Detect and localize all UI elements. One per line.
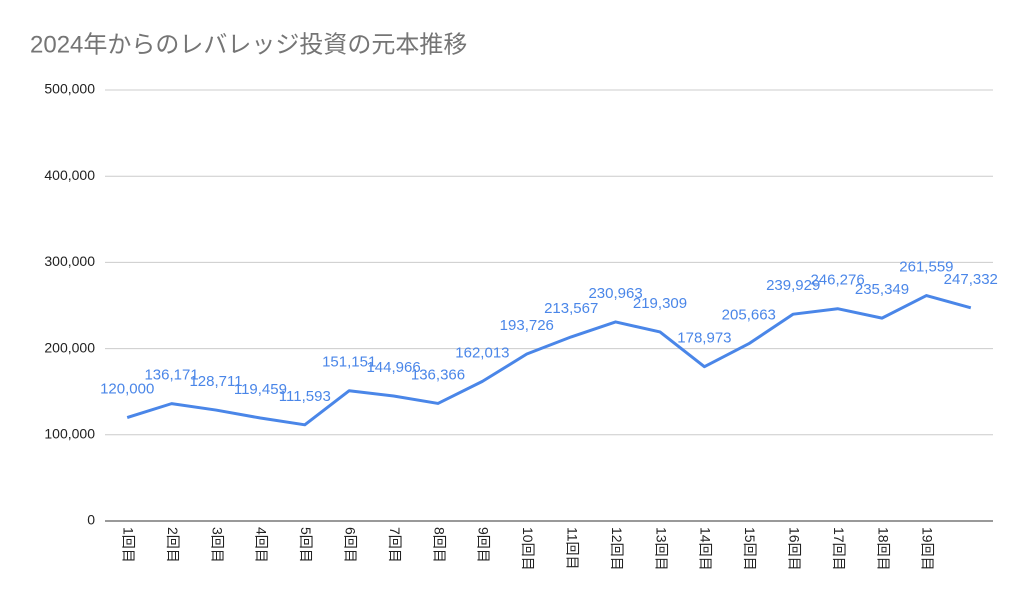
x-tick-label: 14回目 <box>698 527 714 571</box>
x-tick-label: 15回目 <box>742 527 758 571</box>
x-tick-label: 19回目 <box>920 527 936 571</box>
x-tick-label: 12回目 <box>609 527 625 571</box>
x-tick-label: 11回目 <box>564 527 580 570</box>
data-label: 246,276 <box>810 272 864 289</box>
data-label: 193,726 <box>500 317 554 334</box>
data-label: 136,366 <box>411 366 465 383</box>
x-tick-label: 6回目 <box>342 527 358 563</box>
line <box>126 294 972 427</box>
data-label: 151,151 <box>322 354 376 371</box>
data-label: 119,459 <box>234 381 287 398</box>
y-tick-label: 0 <box>87 512 95 528</box>
data-label: 128,711 <box>189 373 242 390</box>
data-label: 247,332 <box>944 271 998 288</box>
x-tick-label: 18回目 <box>875 527 891 571</box>
x-tick-label: 3回目 <box>209 527 225 563</box>
x-tick-label: 2回目 <box>165 527 181 563</box>
data-label: 213,567 <box>544 300 598 317</box>
data-label: 219,309 <box>633 295 687 312</box>
y-tick-label: 500,000 <box>44 81 95 97</box>
x-tick-label: 7回目 <box>387 527 403 563</box>
x-tick-label: 5回目 <box>298 527 314 563</box>
data-label: 205,663 <box>722 307 776 324</box>
x-tick-label: 8回目 <box>431 527 447 563</box>
x-tick-label: 13回目 <box>653 527 669 571</box>
y-tick-label: 200,000 <box>44 339 95 355</box>
x-tick-label: 16回目 <box>786 527 802 571</box>
y-tick-label: 300,000 <box>44 253 95 269</box>
x-tick-label: 10回目 <box>520 527 536 571</box>
x-tick-label: 9回目 <box>476 527 492 563</box>
x-tick-label: 17回目 <box>831 527 847 571</box>
data-label: 144,966 <box>366 359 420 376</box>
x-tick-label: 4回目 <box>254 527 270 563</box>
data-label: 120,000 <box>100 381 154 398</box>
data-label: 162,013 <box>455 344 509 361</box>
x-tick-label: 1回目 <box>120 527 136 563</box>
data-label: 261,559 <box>899 259 953 276</box>
data-label: 111,593 <box>279 388 331 405</box>
y-tick-label: 100,000 <box>44 426 95 442</box>
chart-title: 2024年からのレバレッジ投資の元本推移 <box>30 31 467 58</box>
y-tick-label: 400,000 <box>44 167 95 183</box>
data-label: 235,349 <box>855 281 909 298</box>
data-label: 239,929 <box>766 277 820 294</box>
data-label: 230,963 <box>588 285 642 302</box>
data-label: 178,973 <box>677 330 731 347</box>
data-label: 136,171 <box>144 367 198 384</box>
